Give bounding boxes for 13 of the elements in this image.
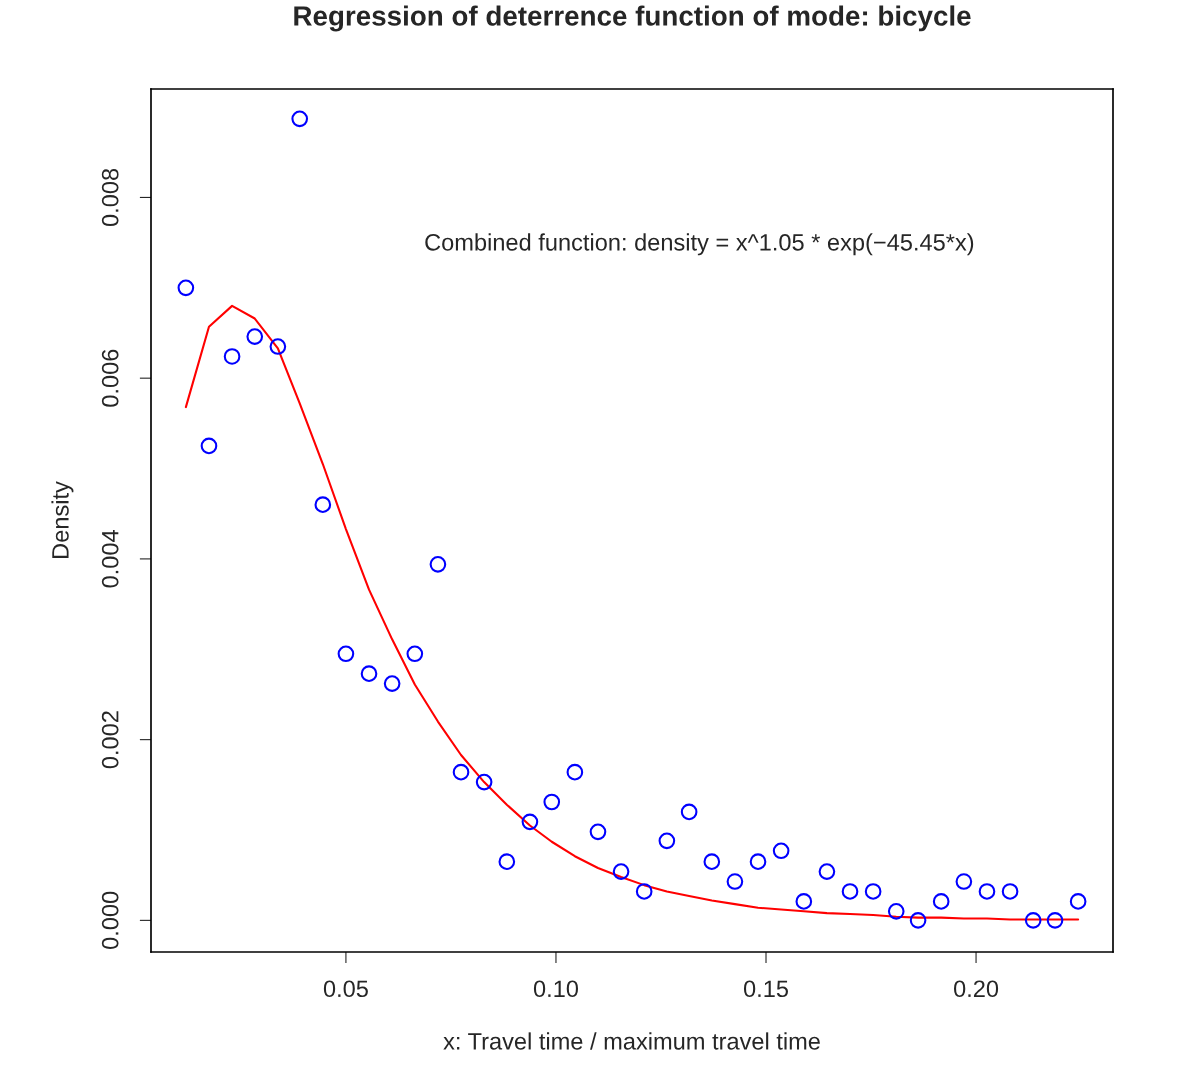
x-axis-title: x: Travel time / maximum travel time [443, 1032, 820, 1050]
x-tick-label: 0.05 [323, 980, 368, 998]
chart-title: Regression of deterrence function of mode: bicycle [294, 5, 971, 32]
y-tick-label: 0.000 [101, 891, 119, 949]
annotation: Combined function: density = x^1.05 * exp(−45.45*x) [425, 233, 974, 256]
x-tick-label: 0.15 [743, 980, 788, 998]
x-tick-label: 0.10 [533, 980, 579, 998]
x-tick-label: 0.20 [954, 980, 999, 998]
y-tick-label: 0.002 [101, 711, 119, 769]
y-tick-label: 0.006 [101, 349, 119, 407]
y-tick-label: 0.008 [101, 168, 119, 227]
y-axis-title: Density [51, 481, 74, 558]
y-tick-label: 0.004 [101, 530, 119, 588]
